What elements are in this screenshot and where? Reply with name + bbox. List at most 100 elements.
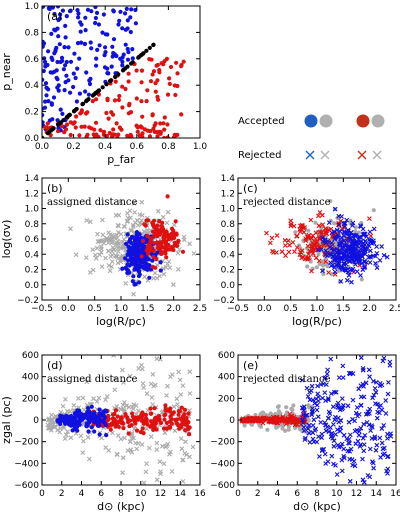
point-c-blue-201 xyxy=(328,260,333,265)
point-a-red-96 xyxy=(64,122,70,127)
point-e-blue-184 xyxy=(382,445,387,451)
point-e-blue-124 xyxy=(360,381,366,387)
point-e-gray-137 xyxy=(276,409,281,414)
point-b-gray-102 xyxy=(191,251,197,256)
point-b-gray-300 xyxy=(163,265,169,270)
point-e-blue-191 xyxy=(367,474,373,480)
point-d-red-144 xyxy=(126,431,131,436)
ytick-label-d-4: 200 xyxy=(22,394,39,404)
point-e-blue-142 xyxy=(329,430,335,436)
point-e-blue-100 xyxy=(353,410,359,416)
point-e-red-189 xyxy=(272,418,278,423)
point-d-gray-40 xyxy=(103,397,108,403)
point-b-gray-193 xyxy=(90,247,96,253)
point-d-gray-202 xyxy=(150,402,156,407)
point-b-red-14 xyxy=(140,238,146,243)
point-e-blue-247 xyxy=(324,382,329,387)
point-a-blue-41 xyxy=(100,30,105,35)
point-a-red-31 xyxy=(116,132,121,137)
legend-rejected-gray-marker xyxy=(320,150,330,160)
panel-letter-d: (d) xyxy=(47,359,63,372)
point-e-blue-138 xyxy=(307,439,313,445)
point-e-blue-170 xyxy=(315,383,320,389)
point-b-gray-184 xyxy=(95,231,100,237)
point-e-blue-204 xyxy=(370,460,376,466)
point-e-blue-34 xyxy=(334,472,340,477)
point-a-blue-84 xyxy=(73,75,78,81)
point-a-red-73 xyxy=(129,134,134,138)
point-c-blue-179 xyxy=(337,229,343,234)
point-a-red-122 xyxy=(92,134,97,138)
point-e-blue-152 xyxy=(385,436,390,441)
point-a-blue-179 xyxy=(105,66,110,71)
point-b-gray-174 xyxy=(139,199,145,205)
point-b-gray-275 xyxy=(121,245,126,251)
point-d-gray-131 xyxy=(68,435,74,441)
ytick-label-b-1: 0.0 xyxy=(25,281,40,291)
point-c-blue-248 xyxy=(361,231,367,237)
point-b-gray-98 xyxy=(131,201,137,206)
point-c-blue-129 xyxy=(368,248,373,254)
point-a-red-42 xyxy=(116,97,121,103)
point-c-gray-159 xyxy=(325,261,330,266)
point-e-blue-149 xyxy=(300,420,306,425)
point-a-blue-133 xyxy=(50,57,55,63)
point-d-gray-203 xyxy=(55,427,60,433)
point-c-blue-265 xyxy=(320,238,326,244)
point-e-blue-203 xyxy=(369,436,375,441)
point-b-red-75 xyxy=(155,223,160,228)
point-b-red-45 xyxy=(169,231,174,236)
point-e-blue-198 xyxy=(306,422,312,428)
point-d-blue-167 xyxy=(72,416,77,421)
point-d-red-61 xyxy=(179,405,184,410)
legend-accepted-gray-marker-2 xyxy=(371,114,385,128)
point-a-red-159 xyxy=(63,127,69,132)
xtick-label-a-4: 0.8 xyxy=(161,142,176,152)
point-a-red-40 xyxy=(168,64,174,70)
point-e-blue-122 xyxy=(310,406,315,411)
point-e-blue-201 xyxy=(340,363,346,369)
point-b-gray-242 xyxy=(181,234,187,240)
point-d-gray-48 xyxy=(144,391,150,397)
point-e-blue-165 xyxy=(299,377,305,383)
point-c-red-78 xyxy=(306,251,311,257)
ytick-label-c-5: 0.8 xyxy=(221,220,236,230)
point-e-blue-77 xyxy=(373,389,379,395)
ytick-label-e-6: 600 xyxy=(218,351,235,361)
point-c-gray-74 xyxy=(336,268,341,273)
point-a-blue-82 xyxy=(75,41,81,46)
point-e-blue-133 xyxy=(331,443,337,449)
point-e-blue-30 xyxy=(325,415,331,421)
point-c-red-126 xyxy=(309,268,314,274)
point-a-blue-162 xyxy=(67,9,73,14)
point-e-blue-177 xyxy=(302,437,308,442)
point-c-blue-112 xyxy=(354,269,360,274)
point-a-blue-101 xyxy=(89,46,94,51)
xtick-label-a-5: 1.0 xyxy=(193,142,208,152)
point-b-blue-127 xyxy=(150,258,155,263)
point-a-red-154 xyxy=(134,123,139,128)
point-a-blue-116 xyxy=(43,81,49,86)
panel-e: 0 2 4 6 8 10 12 14 16 −600 −400 −200 0 200 400 600 (e) re… xyxy=(210,351,400,513)
point-d-gray-34 xyxy=(118,436,124,442)
point-d-gray-128 xyxy=(71,403,77,408)
point-d-gray-140 xyxy=(80,450,86,455)
point-e-blue-243 xyxy=(315,391,321,397)
point-d-gray-182 xyxy=(143,469,149,475)
point-c-blue-3 xyxy=(373,261,378,266)
point-e-blue-64 xyxy=(306,430,312,436)
point-c-gray-29 xyxy=(332,221,337,226)
point-c-blue-242 xyxy=(347,237,353,243)
point-d-gray-183 xyxy=(180,479,186,484)
point-e-blue-78 xyxy=(360,456,365,462)
point-e-gray-73 xyxy=(273,411,278,417)
point-d-red-154 xyxy=(178,416,183,421)
point-b-gray-280 xyxy=(131,291,136,297)
point-a-black-55 xyxy=(116,72,121,77)
point-a-red-70 xyxy=(126,71,131,76)
ytick-label-b-3: 0.4 xyxy=(25,250,40,260)
point-b-gray-305 xyxy=(111,247,116,252)
point-b-gray-27 xyxy=(116,230,121,235)
point-d-gray-170 xyxy=(53,414,59,419)
point-c-blue-235 xyxy=(332,247,338,252)
